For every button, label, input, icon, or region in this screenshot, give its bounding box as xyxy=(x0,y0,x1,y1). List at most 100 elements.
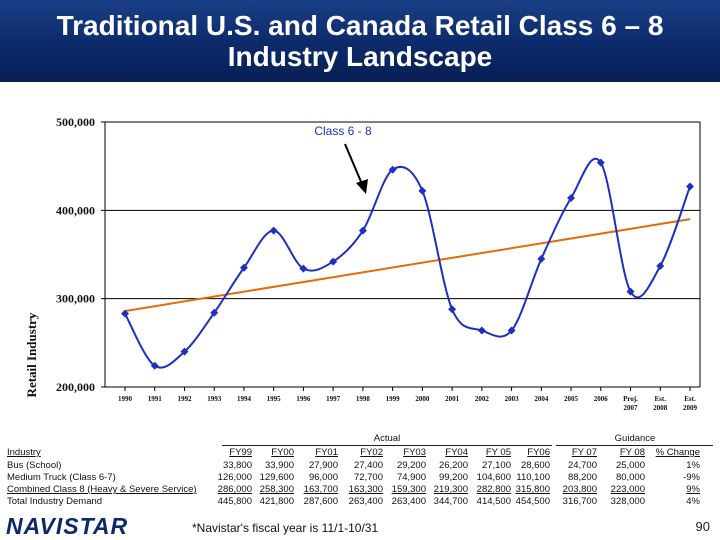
table-cell-1-2: 96,000 xyxy=(308,472,338,483)
table-cell-2-3: 163,300 xyxy=(348,484,383,495)
table-header-col-5: FY04 xyxy=(445,447,468,458)
x-tick-label-4-0: 1994 xyxy=(237,395,252,403)
x-tick-label-11-0: 2001 xyxy=(445,395,460,403)
x-tick-label-3-0: 1993 xyxy=(207,395,222,403)
table-header-col-10: % Change xyxy=(655,447,700,458)
table-header-industry: Industry xyxy=(7,447,41,458)
y-tick-label-1: 300,000 xyxy=(56,292,95,306)
data-point-10 xyxy=(418,186,427,195)
table-cell-2-10: 9% xyxy=(686,484,700,495)
table-cell-0-4: 29,200 xyxy=(396,460,426,471)
table-row-1: Medium Truck (Class 6-7) 126,000 129,600 96… xyxy=(0,472,720,484)
table-cell-1-0: 126,000 xyxy=(217,472,252,483)
data-point-5 xyxy=(269,226,278,235)
table-cell-2-1: 258,300 xyxy=(259,484,294,495)
table-cell-3-7: 454,500 xyxy=(515,496,550,507)
table-cell-0-7: 28,600 xyxy=(520,460,550,471)
data-point-2 xyxy=(180,347,189,356)
actual-group-rule xyxy=(222,445,552,446)
annotation-arrow-shaft xyxy=(344,143,363,185)
x-tick-label-9-0: 1999 xyxy=(386,395,401,403)
x-tick-label-0-0: 1990 xyxy=(118,395,133,403)
table-cell-0-5: 26,200 xyxy=(438,460,468,471)
table-cell-0-0: 33,800 xyxy=(222,460,252,471)
title-banner xyxy=(0,0,720,82)
data-point-17 xyxy=(626,287,635,296)
table-cell-1-4: 74,900 xyxy=(396,472,426,483)
x-tick-label-8-0: 1998 xyxy=(356,395,371,403)
x-tick-label-7-0: 1997 xyxy=(326,395,341,403)
data-point-15 xyxy=(567,193,576,202)
table-cell-3-3: 263,400 xyxy=(348,496,383,507)
table-cell-1-10: -9% xyxy=(683,472,700,483)
table-cell-3-1: 421,800 xyxy=(259,496,294,507)
slide-title-line-1: Traditional U.S. and Canada Retail Class… xyxy=(56,10,664,41)
table-cell-1-3: 72,700 xyxy=(353,472,383,483)
navistar-logo: NAVISTAR xyxy=(6,513,127,539)
table-group-header-row: Actual Guidance xyxy=(0,433,720,445)
fiscal-year-footnote: *Navistar's fiscal year is 11/1-10/31 xyxy=(192,521,379,535)
x-tick-label-10-0: 2000 xyxy=(415,395,430,403)
trendline-group xyxy=(124,218,691,313)
x-tick-label-16-0: 2006 xyxy=(594,395,609,403)
table-cell-3-8: 316,700 xyxy=(562,496,597,507)
data-point-7 xyxy=(329,257,338,266)
y-tick-label-2: 400,000 xyxy=(56,203,95,217)
data-point-8 xyxy=(358,226,367,235)
annotation-group: Class 6 - 8 xyxy=(314,124,372,194)
table-cell-0-6: 27,100 xyxy=(481,460,511,471)
data-point-11 xyxy=(448,305,457,314)
guidance-group-rule xyxy=(556,445,713,446)
data-point-12 xyxy=(477,326,486,335)
table-cell-0-3: 27,400 xyxy=(353,460,383,471)
data-point-14 xyxy=(537,254,546,263)
table-header-col-8: FY 07 xyxy=(571,447,597,458)
table-cell-2-5: 219,300 xyxy=(433,484,468,495)
table-header-row: Industry FY99 FY00 FY01 FY02 FY03 FY04 FY 05 FY0… xyxy=(0,447,720,459)
table-row-label-0: Bus (School) xyxy=(7,460,62,471)
page-number: 90 xyxy=(695,519,710,534)
data-point-6 xyxy=(299,264,308,273)
table-cell-3-9: 328,000 xyxy=(610,496,645,507)
table-cell-3-5: 344,700 xyxy=(433,496,468,507)
slide-title-line-2: Industry Landscape xyxy=(227,41,493,72)
table-cell-3-10: 4% xyxy=(686,496,700,507)
table-header-col-2: FY01 xyxy=(315,447,338,458)
x-tick-label-17-1: 2007 xyxy=(624,404,639,412)
table-header-col-3: FY02 xyxy=(360,447,383,458)
table-cell-2-9: 223,000 xyxy=(610,484,645,495)
data-point-3 xyxy=(210,308,219,317)
table-cell-1-8: 88,200 xyxy=(567,472,597,483)
table-cell-2-7: 315,800 xyxy=(515,484,550,495)
group-guidance-label: Guidance xyxy=(614,433,656,444)
x-tick-label-1-0: 1991 xyxy=(148,395,163,403)
table-cell-0-1: 33,900 xyxy=(264,460,294,471)
table-cell-0-8: 24,700 xyxy=(567,460,597,471)
x-tick-label-19-1: 2009 xyxy=(683,404,698,412)
table-header-col-4: FY03 xyxy=(403,447,426,458)
table-header-col-7: FY06 xyxy=(527,447,550,458)
table-row-label-1: Medium Truck (Class 6-7) xyxy=(7,472,116,483)
table-cell-3-4: 263,400 xyxy=(391,496,426,507)
x-tick-label-18-0: Est. xyxy=(655,395,667,403)
x-tick-label-13-0: 2003 xyxy=(505,395,520,403)
x-tick-label-2-0: 1992 xyxy=(177,395,192,403)
data-point-0 xyxy=(121,309,129,318)
data-point-9 xyxy=(388,165,397,174)
table-cell-2-4: 159,300 xyxy=(391,484,426,495)
table-cell-2-2: 163,700 xyxy=(303,484,338,495)
table-cell-0-9: 25,000 xyxy=(615,460,645,471)
chart-axes xyxy=(101,121,701,391)
trendline xyxy=(124,218,691,313)
data-point-4 xyxy=(239,263,248,272)
x-tick-label-6-0: 1996 xyxy=(296,395,311,403)
data-point-16 xyxy=(596,158,605,167)
table-cell-2-6: 282,800 xyxy=(476,484,511,495)
annotation-label: Class 6 - 8 xyxy=(314,124,372,138)
table-cell-1-7: 110,100 xyxy=(516,472,550,483)
y-tick-labels: 200,000 300,000 400,000 500,000 xyxy=(56,115,95,394)
table-header-col-9: FY 08 xyxy=(619,447,645,458)
table-cell-2-8: 203,800 xyxy=(562,484,597,495)
data-point-19 xyxy=(686,182,694,191)
data-point-1 xyxy=(150,361,159,370)
